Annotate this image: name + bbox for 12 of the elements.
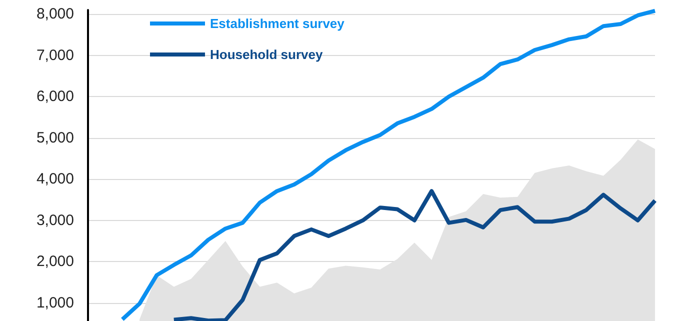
- y-tick-label: 3,000: [36, 212, 74, 229]
- y-tick-label: 7,000: [36, 46, 74, 64]
- y-tick-label: 6,000: [36, 88, 74, 106]
- line-series: [172, 189, 657, 321]
- legend-label: Establishment survey: [210, 16, 346, 31]
- y-tick-label: 1,000: [36, 294, 74, 312]
- y-tick-label: 2,000: [36, 253, 74, 270]
- legend-label: Household survey: [210, 47, 324, 62]
- y-tick-label: 4,000: [36, 170, 74, 188]
- y-tick-label: 5,000: [36, 129, 74, 146]
- y-tick-label: 8,000: [36, 6, 74, 23]
- line-series: [120, 8, 657, 321]
